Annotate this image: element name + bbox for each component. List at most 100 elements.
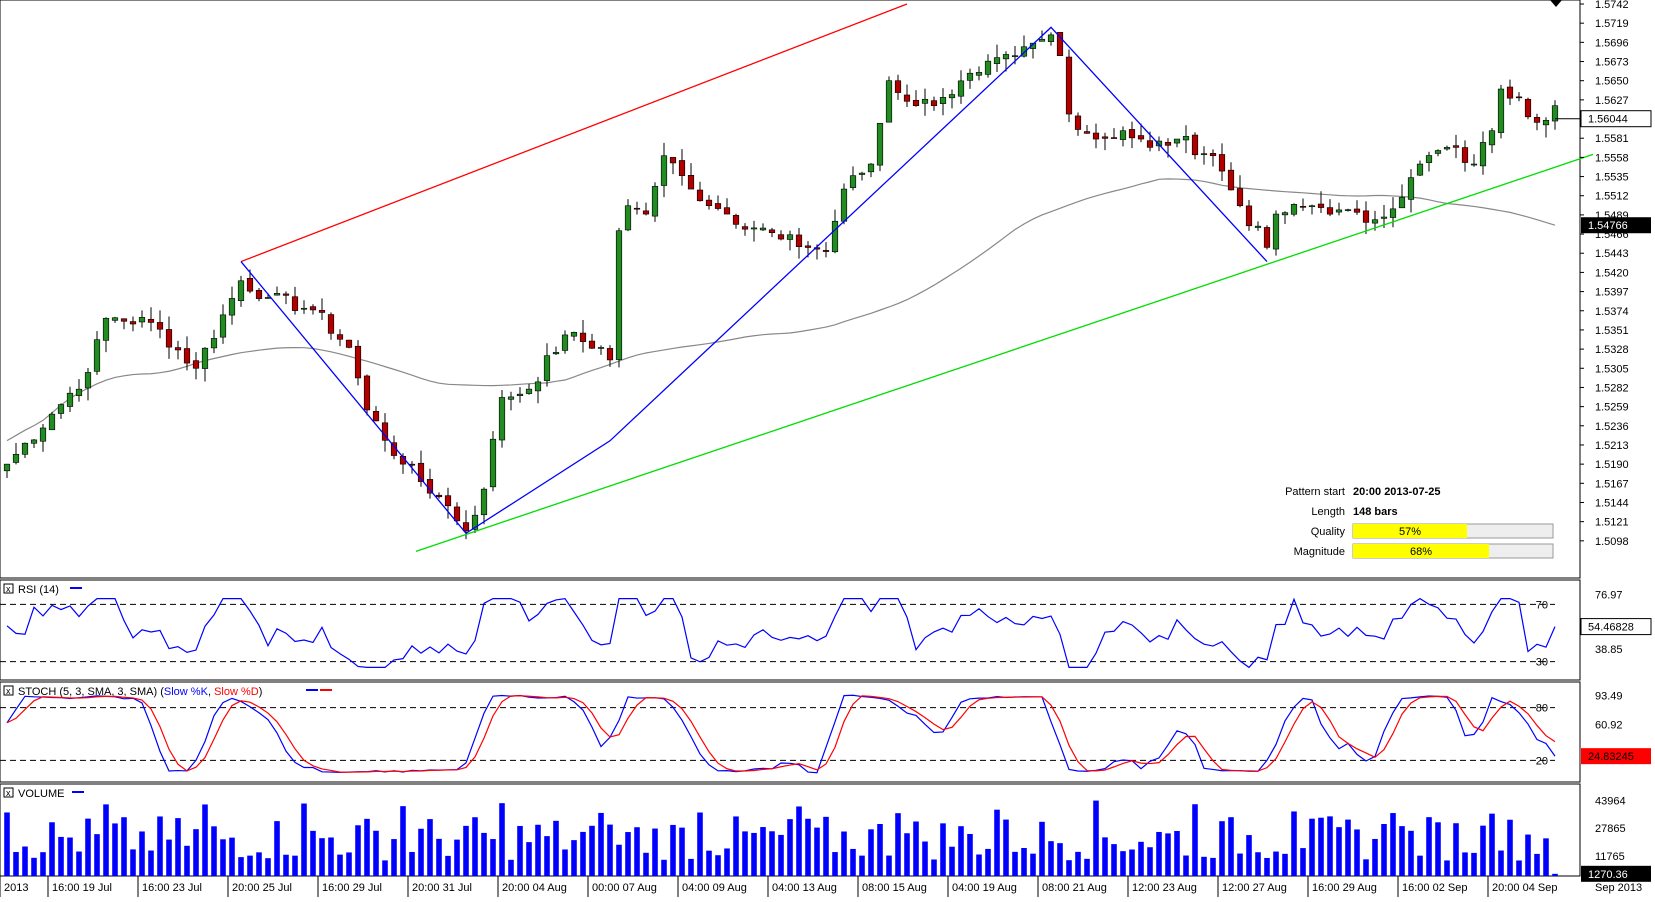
price-tick-label: 1.5305 [1595, 363, 1629, 375]
volume-bar [1048, 841, 1054, 876]
support-line [415, 153, 1594, 552]
volume-bar [121, 817, 127, 876]
price-tick-label: 1.5190 [1595, 459, 1629, 471]
price-tick-label: 1.5121 [1595, 517, 1629, 529]
volume-bar [274, 821, 280, 876]
stoch-close-icon[interactable] [3, 685, 14, 696]
candle-body [552, 352, 560, 355]
candle-body [1425, 155, 1433, 163]
candle-body [1173, 138, 1181, 144]
candle-body [363, 375, 371, 411]
pattern-start-label: Pattern start [1285, 486, 1345, 498]
candle-body [84, 372, 92, 389]
volume-bar [283, 854, 289, 876]
volume-tick-label: 27865 [1595, 823, 1626, 835]
candle-body [894, 80, 902, 93]
volume-bar [94, 834, 100, 876]
volume-bar [1120, 851, 1126, 876]
volume-bar [913, 821, 919, 876]
rsi-close-icon[interactable] [3, 583, 14, 594]
volume-bar [1363, 859, 1369, 876]
price-tick-label: 1.5535 [1595, 172, 1629, 184]
volume-bar [517, 825, 523, 876]
candle-body [66, 392, 74, 407]
volume-bar [499, 803, 505, 876]
pattern-start-value: 20:00 2013-07-25 [1353, 486, 1440, 498]
volume-bar [580, 831, 586, 876]
volume-bar [535, 824, 541, 876]
stoch-panel[interactable]: x STOCH (5, 3, SMA, 3, SMA) (Slow %K, Sl… [0, 681, 1651, 783]
candle-body [39, 427, 47, 442]
volume-bar [1093, 800, 1099, 876]
volume-bar [1408, 830, 1414, 876]
volume-bar [904, 833, 910, 876]
volume-bar [1237, 853, 1243, 876]
stoch-close-glyph: x [6, 686, 11, 696]
volume-close-glyph: x [6, 788, 11, 798]
candle-body [1389, 208, 1397, 218]
candle-body [1209, 153, 1217, 157]
candle-body [948, 94, 956, 99]
candlestick-series [3, 30, 1559, 540]
volume-bar [526, 842, 532, 876]
candle-body [651, 186, 659, 217]
volume-panel[interactable]: x VOLUME 43964 27865 11765 1270.36 [0, 783, 1651, 882]
volume-bar [1489, 813, 1495, 876]
candle-body [1506, 86, 1514, 99]
volume-bar [292, 855, 298, 876]
candle-body [201, 347, 209, 369]
candle-body [876, 122, 884, 166]
volume-bar [877, 824, 883, 876]
volume-bar [4, 812, 10, 876]
volume-bar [1138, 841, 1144, 876]
volume-bar [1552, 873, 1558, 876]
candle-body [453, 506, 461, 522]
volume-bar [616, 844, 622, 876]
volume-bar [1372, 838, 1378, 876]
candle-body [597, 347, 605, 349]
candle-body [264, 297, 272, 299]
candle-body [345, 339, 353, 348]
volume-bar [418, 828, 424, 876]
rsi-close-glyph: x [6, 584, 11, 594]
candle-body [804, 245, 812, 248]
pattern-info-box: Pattern start 20:00 2013-07-25 Length 14… [1285, 486, 1554, 559]
stoch-value-box [1581, 748, 1651, 765]
quality-value: 57% [1399, 526, 1421, 538]
candle-body [741, 226, 749, 230]
volume-bar [238, 857, 244, 876]
time-tick-label: 16:00 29 Jul [322, 882, 382, 894]
candle-body [1047, 34, 1055, 42]
main-price-panel[interactable]: 1.5742 1.5719 1.5696 1.5673 1.5650 1.5627 1.56… [0, 0, 1652, 579]
time-tick-label: 04:00 19 Aug [952, 882, 1017, 894]
candle-body [966, 72, 974, 81]
volume-bar [1084, 858, 1090, 876]
magnitude-value: 68% [1410, 546, 1432, 558]
price-tick-label: 1.5558 [1595, 152, 1629, 164]
stoch-level-label: 80 [1536, 703, 1548, 715]
collapse-arrow-icon[interactable] [1550, 0, 1562, 7]
volume-bar [1354, 829, 1360, 876]
candle-body [1155, 140, 1163, 147]
rsi-value-box [1580, 618, 1652, 636]
rsi-tick-label: 38.85 [1595, 644, 1623, 656]
volume-bar [364, 818, 370, 876]
volume-bar [1255, 852, 1261, 876]
volume-bar [1318, 817, 1324, 876]
candle-body [219, 314, 227, 338]
volume-bar [103, 804, 109, 876]
quality-label: Quality [1311, 526, 1346, 538]
price-tick-label: 1.5351 [1595, 325, 1629, 337]
candle-body [192, 360, 200, 369]
volume-close-icon[interactable] [3, 787, 14, 798]
volume-bar [157, 816, 163, 876]
candle-body [1137, 135, 1145, 140]
candle-body [417, 462, 425, 482]
candle-body [660, 155, 668, 186]
volume-bar [562, 849, 568, 876]
volume-bar [643, 852, 649, 876]
candle-body [849, 175, 857, 188]
candle-body [642, 210, 650, 215]
rsi-panel[interactable]: x RSI (14) 70 30 76.97 38.85 54.46828 [0, 579, 1652, 681]
candle-body [1038, 38, 1046, 42]
